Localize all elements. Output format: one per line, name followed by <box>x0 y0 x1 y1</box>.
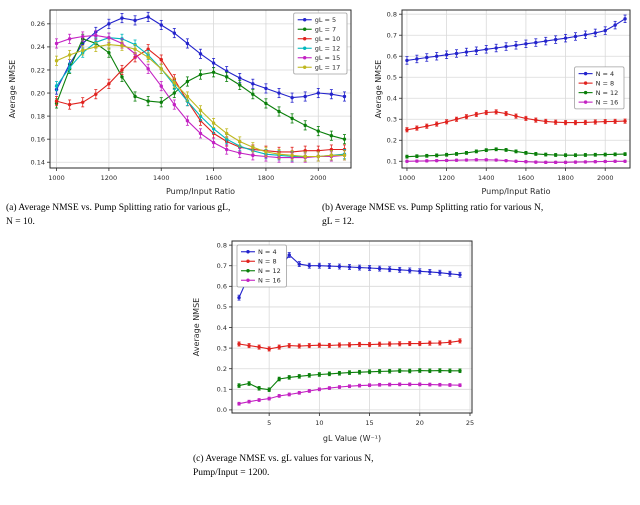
svg-text:0.2: 0.2 <box>387 137 397 145</box>
svg-text:gL = 12: gL = 12 <box>315 45 341 53</box>
svg-text:0.1: 0.1 <box>217 386 227 394</box>
chart-svg-a: 1000 1200 1400 1600 1800 2000 0.14 0.16 0.18 0.20… <box>8 9 352 196</box>
svg-text:1200: 1200 <box>438 174 455 182</box>
svg-text:0.20: 0.20 <box>31 89 45 97</box>
svg-text:0.26: 0.26 <box>31 20 45 28</box>
svg-text:1800: 1800 <box>557 174 574 182</box>
svg-text:1200: 1200 <box>101 174 118 182</box>
caption-c: (c) Average NMSE vs. gL values for vario… <box>193 454 374 479</box>
svg-text:1000: 1000 <box>399 174 416 182</box>
svg-text:0.3: 0.3 <box>217 344 227 352</box>
svg-text:1400: 1400 <box>478 174 495 182</box>
svg-text:1600: 1600 <box>205 174 222 182</box>
chart-b-nmse-vs-pump-ratio-n: 1000 1200 1400 1600 1800 2000 0.1 0.2 0.3 0.4 0.5 0… <box>372 2 636 198</box>
svg-text:Average NMSE: Average NMSE <box>374 60 383 118</box>
svg-text:2000: 2000 <box>310 174 327 182</box>
svg-text:N = 16: N = 16 <box>596 98 619 106</box>
svg-text:1800: 1800 <box>258 174 275 182</box>
svg-text:gL Value (W⁻¹): gL Value (W⁻¹) <box>323 434 381 443</box>
svg-text:1000: 1000 <box>48 174 65 182</box>
svg-text:N = 12: N = 12 <box>258 267 281 275</box>
svg-text:0.7: 0.7 <box>387 32 397 40</box>
svg-text:25: 25 <box>466 419 474 427</box>
svg-text:N = 4: N = 4 <box>596 70 615 78</box>
svg-text:0.8: 0.8 <box>217 241 227 249</box>
svg-text:0.8: 0.8 <box>387 11 397 19</box>
svg-text:1600: 1600 <box>518 174 535 182</box>
caption-b: (b) Average NMSE vs. Pump Splitting rati… <box>322 203 544 228</box>
svg-text:0.4: 0.4 <box>217 324 227 332</box>
svg-text:N = 8: N = 8 <box>258 258 277 266</box>
svg-text:N = 12: N = 12 <box>596 89 619 97</box>
svg-text:gL = 7: gL = 7 <box>315 26 336 34</box>
svg-text:0.3: 0.3 <box>387 116 397 124</box>
svg-text:N = 16: N = 16 <box>258 277 281 285</box>
svg-text:15: 15 <box>365 419 373 427</box>
svg-text:5: 5 <box>267 419 271 427</box>
svg-text:1400: 1400 <box>153 174 170 182</box>
chart-a-nmse-vs-pump-ratio-gl: 1000 1200 1400 1600 1800 2000 0.14 0.16 0.18 0.20… <box>6 2 360 198</box>
svg-text:N = 8: N = 8 <box>596 79 615 87</box>
svg-text:0.14: 0.14 <box>31 159 45 167</box>
svg-text:gL = 17: gL = 17 <box>315 64 341 72</box>
svg-text:0.6: 0.6 <box>387 53 397 61</box>
chart-c-nmse-vs-gl-value-n: 5 10 15 20 25 0.0 0.1 0.2 0.3 0.4 0.5 0.6 0.7 0.8 gL V… <box>190 233 482 445</box>
svg-text:0.7: 0.7 <box>217 262 227 270</box>
svg-text:0.18: 0.18 <box>31 112 45 120</box>
svg-text:0.5: 0.5 <box>217 303 227 311</box>
chart-svg-c: 5 10 15 20 25 0.0 0.1 0.2 0.3 0.4 0.5 0.6 0.7 0.8 gL V… <box>192 240 474 443</box>
svg-text:0.6: 0.6 <box>217 283 227 291</box>
svg-text:gL = 15: gL = 15 <box>315 54 341 62</box>
svg-text:Pump/Input Ratio: Pump/Input Ratio <box>166 187 235 196</box>
chart-svg-b: 1000 1200 1400 1600 1800 2000 0.1 0.2 0.3 0.4 0.5 0… <box>374 9 631 196</box>
svg-text:gL = 5: gL = 5 <box>315 16 336 24</box>
svg-text:Average NMSE: Average NMSE <box>192 298 201 356</box>
svg-text:0.16: 0.16 <box>31 135 45 143</box>
svg-text:N = 4: N = 4 <box>258 248 277 256</box>
svg-text:0.5: 0.5 <box>387 74 397 82</box>
svg-text:0.2: 0.2 <box>217 365 227 373</box>
svg-text:0.0: 0.0 <box>217 406 227 414</box>
svg-text:Average NMSE: Average NMSE <box>8 60 17 118</box>
svg-text:0.4: 0.4 <box>387 95 397 103</box>
svg-text:0.1: 0.1 <box>387 158 397 166</box>
svg-text:10: 10 <box>315 419 323 427</box>
svg-text:20: 20 <box>416 419 424 427</box>
svg-text:Pump/Input Ratio: Pump/Input Ratio <box>481 187 550 196</box>
svg-text:2000: 2000 <box>597 174 614 182</box>
svg-text:gL = 10: gL = 10 <box>315 35 341 43</box>
svg-text:0.22: 0.22 <box>31 66 45 74</box>
svg-text:0.24: 0.24 <box>31 43 45 51</box>
caption-a: (a) Average NMSE vs. Pump Splitting rati… <box>6 203 231 228</box>
